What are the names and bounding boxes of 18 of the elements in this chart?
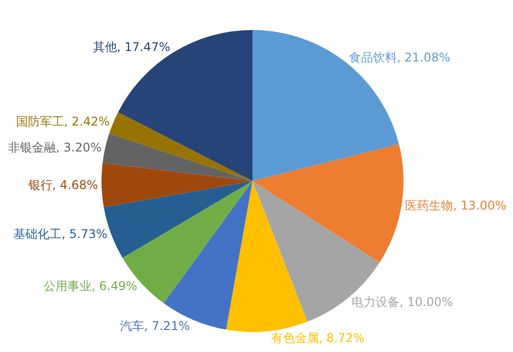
slice-label: 银行, 4.68% <box>27 178 98 192</box>
pie-slice <box>102 133 252 181</box>
slice-label: 有色金属, 8.72% <box>270 331 365 346</box>
slice-label: 国防军工, 2.42% <box>16 114 110 129</box>
slice-label: 食品饮料, 21.08% <box>348 50 450 65</box>
slice-label: 其他, 17.47% <box>92 40 170 54</box>
slice-label: 汽车, 7.21% <box>120 318 190 333</box>
pie-slice <box>109 112 252 181</box>
slice-label: 非银金融, 3.20% <box>8 140 102 155</box>
slice-label: 医药生物, 13.00% <box>405 198 506 213</box>
pie-slice <box>252 30 399 181</box>
slice-label: 电力设备, 10.00% <box>352 295 454 310</box>
pie-slice <box>102 162 252 208</box>
pie-slice <box>252 144 404 263</box>
slice-label: 公用事业, 6.49% <box>44 278 138 293</box>
pie-slice <box>118 30 252 181</box>
pie-slice <box>226 181 308 332</box>
slice-label: 基础化工, 5.73% <box>14 227 108 242</box>
